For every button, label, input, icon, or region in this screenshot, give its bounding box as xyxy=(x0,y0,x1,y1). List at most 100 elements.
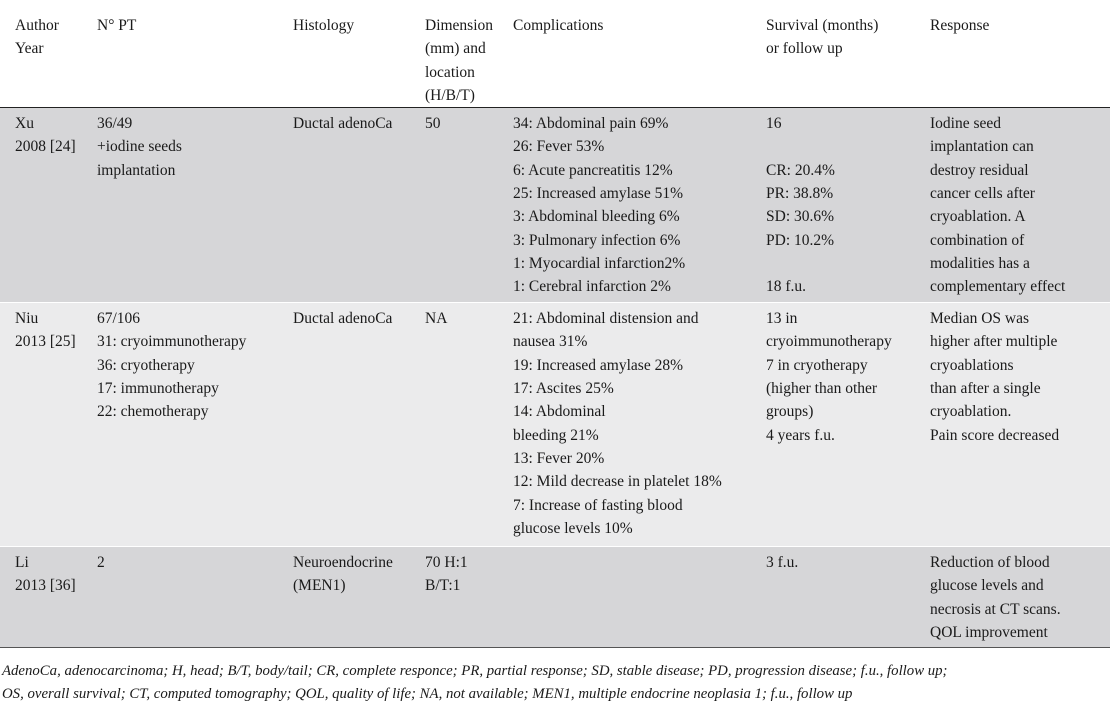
cell-line: 12: Mild decrease in platelet 18% xyxy=(513,473,722,491)
cell-line: AdenoCa, adenocarcinoma; H, head; B/T, b… xyxy=(2,663,948,679)
cell-line: 19: Increased amylase 28% xyxy=(513,356,684,374)
cell-line: cryoimmunotherapy xyxy=(766,333,892,351)
cell-line: 3 f.u. xyxy=(766,554,799,572)
header-dimension: Dimension (mm) and location (H/B/T) xyxy=(425,0,513,109)
cell-line: 50 xyxy=(425,115,441,133)
cell-line: (MEN1) xyxy=(293,577,346,595)
cell-line: Neuroendocrine xyxy=(293,554,393,572)
header-histology: Histology xyxy=(293,0,425,109)
cell-line: implantation can xyxy=(930,138,1034,156)
cell-line: cryoablation. A xyxy=(930,208,1026,226)
cell-line: complementary effect xyxy=(930,278,1066,296)
cell-line: glucose levels 10% xyxy=(513,519,633,537)
cell-line: (H/B/T) xyxy=(425,86,475,104)
cell-survival: 16 CR: 20.4% PR: 38.8% SD: 30.6% PD: 10.2% 18… xyxy=(766,107,930,304)
cell-survival: 13 in cryoimmunotherapy 7 in cryotherapy (h… xyxy=(766,302,930,548)
cell-line: 2013 [36] xyxy=(15,577,76,595)
cell-line: 70 H:1 xyxy=(425,554,468,572)
cell-line: QOL improvement xyxy=(930,624,1048,642)
cell-line: 7 in cryotherapy xyxy=(766,356,868,374)
cell-response: Median OS was higher after multiple cryoab… xyxy=(930,302,1110,548)
cell-line: implantation xyxy=(97,161,176,179)
cell-line: 31: cryoimmunotherapy xyxy=(97,333,247,351)
cell-line: 2013 [25] xyxy=(15,333,76,351)
cell-line: than after a single xyxy=(930,380,1041,398)
cell-line: 3: Pulmonary infection 6% xyxy=(513,231,681,249)
cell-line: Histology xyxy=(293,17,355,34)
cell-line: 34: Abdominal pain 69% xyxy=(513,115,669,133)
cell-dimension: 70 H:1 B/T:1 xyxy=(425,546,513,649)
cell-line: Year xyxy=(15,40,44,58)
table-header-row: Author Year N° PT Histology Dimension (mm)… xyxy=(0,0,1110,109)
cell-line: Dimension xyxy=(425,17,494,34)
header-complications: Complications xyxy=(513,0,766,109)
cell-line: 2008 [24] xyxy=(15,138,76,156)
cell-line: 13: Fever 20% xyxy=(513,449,605,467)
cell-line: +iodine seeds xyxy=(97,138,182,156)
cell-line: bleeding 21% xyxy=(513,426,599,444)
cell-line: Ductal adenoCa xyxy=(293,115,393,133)
cell-line: 25: Increased amylase 51% xyxy=(513,185,684,203)
cell-line: 67/106 xyxy=(97,310,141,328)
cell-line: cryoablation. xyxy=(930,403,1012,421)
cell-line: 7: Increase of fasting blood xyxy=(513,496,683,514)
cell-line: Iodine seed xyxy=(930,115,1002,133)
cell-line: Li xyxy=(15,554,29,572)
cell-line: (mm) and xyxy=(425,40,486,58)
cell-line: OS, overall survival; CT, computed tomog… xyxy=(2,686,853,702)
cell-complications xyxy=(513,546,766,649)
cell-line: Complications xyxy=(513,17,604,34)
cell-line: 6: Acute pancreatitis 12% xyxy=(513,161,673,179)
cell-author: Xu 2008 [24] xyxy=(0,107,97,304)
cell-histology: Ductal adenoCa xyxy=(293,107,425,304)
cell-line: Xu xyxy=(15,115,34,133)
cell-line xyxy=(766,252,930,275)
results-table: Author Year N° PT Histology Dimension (mm)… xyxy=(0,0,1110,649)
cell-line: 14: Abdominal xyxy=(513,403,606,421)
cell-line: Author xyxy=(15,17,59,34)
header-response: Response xyxy=(930,0,1110,109)
cell-line: modalities has a xyxy=(930,254,1030,272)
cell-line: Median OS was xyxy=(930,310,1030,328)
table-row: Xu 2008 [24] 36/49 +iodine seeds implantati… xyxy=(0,107,1110,304)
cell-line: Ductal adenoCa xyxy=(293,310,393,328)
cell-line: 2 xyxy=(97,554,105,572)
cell-line: CR: 20.4% xyxy=(766,161,835,179)
cell-line: 16 xyxy=(766,115,782,133)
cell-line: Pain score decreased xyxy=(930,426,1060,444)
cell-line: location xyxy=(425,63,475,81)
cell-line: necrosis at CT scans. xyxy=(930,600,1061,618)
cell-line: NA xyxy=(425,310,448,328)
cell-line: SD: 30.6% xyxy=(766,208,835,226)
cell-line: cryoablations xyxy=(930,356,1014,374)
cell-line: (higher than other xyxy=(766,380,878,398)
cell-line: B/T:1 xyxy=(425,577,461,595)
cell-histology: Ductal adenoCa xyxy=(293,302,425,548)
table-row: Niu 2013 [25] 67/106 31: cryoimmunotherapy… xyxy=(0,302,1110,548)
cell-line: higher after multiple xyxy=(930,333,1058,351)
cell-survival: 3 f.u. xyxy=(766,546,930,649)
table-row: Li 2013 [36] 2 Neuroendocrine (MEN1) 70 H:… xyxy=(0,546,1110,649)
cell-line: 36: cryotherapy xyxy=(97,356,195,374)
cell-line: PR: 38.8% xyxy=(766,185,834,203)
cell-line: cancer cells after xyxy=(930,185,1035,203)
cell-line: PD: 10.2% xyxy=(766,231,835,249)
header-npt: N° PT xyxy=(97,0,293,109)
cell-line: 1: Cerebral infarction 2% xyxy=(513,278,671,296)
cell-line: glucose levels and xyxy=(930,577,1044,595)
cell-author: Li 2013 [36] xyxy=(0,546,97,649)
header-survival: Survival (months) or follow up xyxy=(766,0,930,109)
cell-line: 1: Myocardial infarction2% xyxy=(513,254,686,272)
cell-line: Survival (months) xyxy=(766,17,879,34)
cell-line: 26: Fever 53% xyxy=(513,138,605,156)
cell-line: 17: immunotherapy xyxy=(97,380,219,398)
cell-line: groups) xyxy=(766,403,814,421)
cell-line: 36/49 xyxy=(97,115,133,133)
cell-line: Response xyxy=(930,17,990,34)
cell-line: combination of xyxy=(930,231,1025,249)
cell-dimension: NA xyxy=(425,302,513,548)
cell-line: 17: Ascites 25% xyxy=(513,380,614,398)
table-footnote: AdenoCa, adenocarcinoma; H, head; B/T, b… xyxy=(2,660,1102,706)
cell-line: or follow up xyxy=(766,40,843,58)
cell-histology: Neuroendocrine (MEN1) xyxy=(293,546,425,649)
